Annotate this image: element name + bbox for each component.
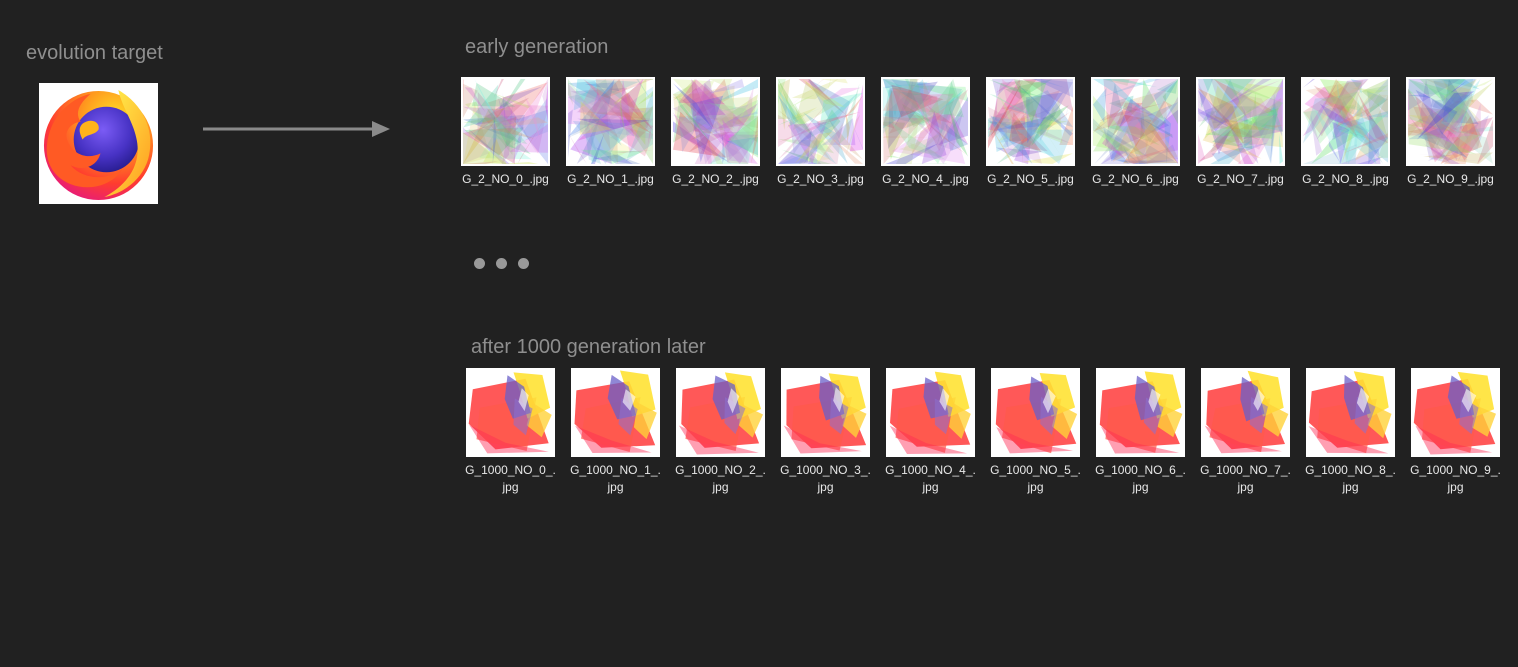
thumbnail-image bbox=[1411, 368, 1500, 457]
file-name: G_1000_NO_6_.jpg bbox=[1095, 463, 1186, 494]
thumbnail-art bbox=[463, 79, 548, 164]
thumbnail-image bbox=[671, 77, 760, 166]
file-name: G_1000_NO_5_.jpg bbox=[990, 463, 1081, 494]
thumbnail-art bbox=[673, 79, 758, 164]
thumbnail-art bbox=[1204, 370, 1289, 454]
thumbnail-image bbox=[571, 368, 660, 457]
file-item[interactable]: G_2_NO_8_.jpg bbox=[1301, 77, 1390, 188]
file-item[interactable]: G_1000_NO_5_.jpg bbox=[990, 368, 1081, 496]
file-item[interactable]: G_2_NO_6_.jpg bbox=[1091, 77, 1180, 188]
thumbnail-image bbox=[1201, 368, 1290, 457]
later-generation-title: after 1000 generation later bbox=[471, 336, 706, 358]
evolution-target-image[interactable] bbox=[39, 83, 158, 204]
firefox-logo-icon bbox=[43, 89, 154, 201]
later-generation-file-list: G_1000_NO_0_.jpg G_1000_NO_1_.jpg G_1000… bbox=[465, 368, 1501, 496]
thumbnail-art bbox=[1093, 79, 1178, 164]
thumbnail-image bbox=[566, 77, 655, 166]
thumbnail-art bbox=[468, 372, 552, 454]
thumbnail-art bbox=[995, 373, 1078, 454]
thumbnail-art bbox=[574, 370, 657, 453]
file-name: G_1000_NO_1_.jpg bbox=[570, 463, 661, 494]
thumbnail-image bbox=[881, 77, 970, 166]
file-item[interactable]: G_1000_NO_0_.jpg bbox=[465, 368, 556, 496]
early-generation-title: early generation bbox=[465, 36, 609, 58]
file-name: G_1000_NO_0_.jpg bbox=[465, 463, 556, 494]
file-name: G_1000_NO_7_.jpg bbox=[1200, 463, 1291, 494]
file-item[interactable]: G_2_NO_9_.jpg bbox=[1406, 77, 1495, 188]
thumbnail-image bbox=[1096, 368, 1185, 457]
thumbnail-image bbox=[1091, 77, 1180, 166]
file-name: G_1000_NO_2_.jpg bbox=[675, 463, 766, 494]
thumbnail-image bbox=[776, 77, 865, 166]
thumbnail-art bbox=[1413, 371, 1496, 455]
thumbnail-art bbox=[783, 373, 867, 454]
thumbnail-art bbox=[1308, 371, 1392, 454]
file-item[interactable]: G_2_NO_7_.jpg bbox=[1196, 77, 1285, 188]
file-item[interactable]: G_1000_NO_9_.jpg bbox=[1410, 368, 1501, 496]
thumbnail-art bbox=[1408, 79, 1493, 164]
file-item[interactable]: G_1000_NO_8_.jpg bbox=[1305, 368, 1396, 496]
ellipsis-dot bbox=[496, 258, 507, 269]
ellipsis-icon bbox=[474, 258, 529, 269]
file-item[interactable]: G_1000_NO_3_.jpg bbox=[780, 368, 871, 496]
file-name: G_1000_NO_4_.jpg bbox=[885, 463, 976, 494]
file-item[interactable]: G_1000_NO_6_.jpg bbox=[1095, 368, 1186, 496]
thumbnail-art bbox=[678, 372, 763, 455]
file-name: G_2_NO_4_.jpg bbox=[882, 172, 969, 186]
thumbnail-art bbox=[1303, 79, 1388, 164]
thumbnail-image bbox=[1301, 77, 1390, 166]
file-item[interactable]: G_1000_NO_2_.jpg bbox=[675, 368, 766, 496]
file-item[interactable]: G_1000_NO_7_.jpg bbox=[1200, 368, 1291, 496]
thumbnail-image bbox=[886, 368, 975, 457]
thumbnail-art bbox=[1198, 79, 1283, 164]
thumbnail-image bbox=[1306, 368, 1395, 457]
file-name: G_2_NO_1_.jpg bbox=[567, 172, 654, 186]
thumbnail-image bbox=[461, 77, 550, 166]
evolution-target-title: evolution target bbox=[26, 42, 163, 64]
file-name: G_1000_NO_9_.jpg bbox=[1410, 463, 1501, 494]
file-item[interactable]: G_2_NO_2_.jpg bbox=[671, 77, 760, 188]
file-name: G_2_NO_3_.jpg bbox=[777, 172, 864, 186]
thumbnail-image bbox=[1196, 77, 1285, 166]
file-name: G_2_NO_8_.jpg bbox=[1302, 172, 1389, 186]
thumbnail-image bbox=[991, 368, 1080, 457]
thumbnail-art bbox=[778, 79, 863, 164]
file-item[interactable]: G_1000_NO_1_.jpg bbox=[570, 368, 661, 496]
thumbnail-image bbox=[1406, 77, 1495, 166]
file-name: G_2_NO_6_.jpg bbox=[1092, 172, 1179, 186]
file-name: G_1000_NO_8_.jpg bbox=[1305, 463, 1396, 494]
thumbnail-image bbox=[986, 77, 1075, 166]
thumbnail-image bbox=[676, 368, 765, 457]
thumbnail-art bbox=[568, 79, 653, 164]
thumbnail-image bbox=[781, 368, 870, 457]
file-name: G_2_NO_2_.jpg bbox=[672, 172, 759, 186]
early-generation-file-list: G_2_NO_0_.jpg G_2_NO_1_.jpg G_2_NO_2_.jp… bbox=[461, 77, 1495, 188]
file-item[interactable]: G_2_NO_4_.jpg bbox=[881, 77, 970, 188]
file-name: G_2_NO_5_.jpg bbox=[987, 172, 1074, 186]
file-item[interactable]: G_2_NO_3_.jpg bbox=[776, 77, 865, 188]
file-name: G_2_NO_9_.jpg bbox=[1407, 172, 1494, 186]
thumbnail-art bbox=[1099, 371, 1183, 454]
right-arrow-icon bbox=[203, 121, 390, 137]
file-item[interactable]: G_2_NO_5_.jpg bbox=[986, 77, 1075, 188]
file-item[interactable]: G_2_NO_1_.jpg bbox=[566, 77, 655, 188]
thumbnail-image bbox=[466, 368, 555, 457]
file-item[interactable]: G_1000_NO_4_.jpg bbox=[885, 368, 976, 496]
file-item[interactable]: G_2_NO_0_.jpg bbox=[461, 77, 550, 188]
file-name: G_2_NO_0_.jpg bbox=[462, 172, 549, 186]
ellipsis-dot bbox=[518, 258, 529, 269]
file-name: G_1000_NO_3_.jpg bbox=[780, 463, 871, 494]
thumbnail-art bbox=[889, 371, 971, 454]
thumbnail-art bbox=[988, 79, 1073, 164]
thumbnail-art bbox=[883, 79, 968, 164]
ellipsis-dot bbox=[474, 258, 485, 269]
file-name: G_2_NO_7_.jpg bbox=[1197, 172, 1284, 186]
